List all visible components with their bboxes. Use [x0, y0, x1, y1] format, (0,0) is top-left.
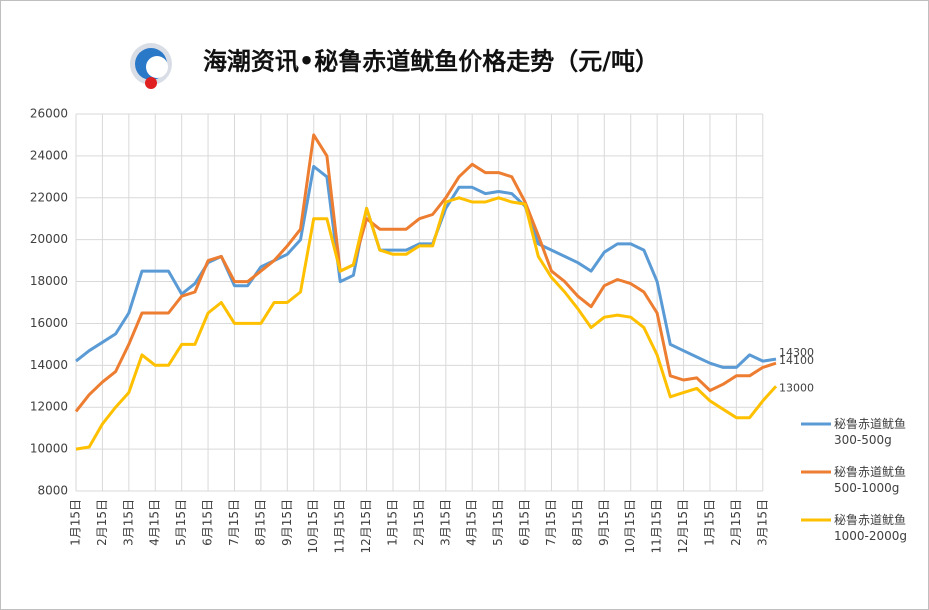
- x-tick-label: 6月15日: [518, 499, 532, 546]
- logo: [130, 43, 172, 89]
- x-tick-label: 6月15日: [201, 499, 215, 546]
- x-tick-label: 4月15日: [465, 499, 479, 546]
- y-tick-label: 26000: [30, 107, 68, 121]
- y-tick-label: 22000: [30, 190, 68, 204]
- x-tick-label: 12月15日: [676, 499, 690, 554]
- end-value-label: 13000: [779, 381, 814, 394]
- x-tick-label: 10月15日: [623, 499, 637, 554]
- x-tick-label: 10月15日: [306, 499, 320, 554]
- y-tick-label: 12000: [30, 400, 68, 414]
- legend-label: 秘鲁赤道鱿鱼 500-1000g: [834, 465, 907, 495]
- x-tick-label: 9月15日: [597, 499, 611, 546]
- y-tick-label: 14000: [30, 358, 68, 372]
- x-tick-label: 9月15日: [280, 499, 294, 546]
- x-tick-label: 1月15日: [385, 499, 399, 546]
- end-value-label: 14300: [779, 346, 814, 359]
- x-tick-label: 12月15日: [359, 499, 373, 554]
- series-line: [75, 164, 777, 369]
- y-tick-label: 8000: [37, 484, 68, 498]
- x-tick-label: 8月15日: [253, 499, 267, 546]
- x-tick-label: 2月15日: [95, 499, 109, 546]
- y-tick-label: 18000: [30, 274, 68, 288]
- x-tick-label: 7月15日: [227, 499, 241, 546]
- x-tick-label: 2月15日: [729, 499, 743, 546]
- x-tick-label: 11月15日: [650, 499, 664, 554]
- legend-label: 秘鲁赤道鱿鱼 300-500g: [834, 417, 907, 447]
- x-tick-label: 2月15日: [412, 499, 426, 546]
- x-tick-label: 3月15日: [755, 499, 769, 546]
- chart-title: 海潮资讯•秘鲁赤道鱿鱼价格走势（元/吨）: [203, 47, 659, 76]
- x-tick-label: 7月15日: [544, 499, 558, 546]
- y-tick-label: 20000: [30, 232, 68, 246]
- x-tick-label: 8月15日: [570, 499, 584, 546]
- x-tick-label: 3月15日: [121, 499, 135, 546]
- y-tick-label: 24000: [30, 148, 68, 162]
- legend-label: 秘鲁赤道鱿鱼 1000-2000g: [834, 513, 908, 543]
- x-tick-label: 4月15日: [148, 499, 162, 546]
- y-tick-label: 10000: [30, 442, 68, 456]
- x-tick-label: 5月15日: [491, 499, 505, 546]
- series-line: [74, 133, 777, 413]
- x-tick-label: 5月15日: [174, 499, 188, 546]
- x-tick-label: 11月15日: [333, 499, 347, 554]
- series-line: [75, 196, 778, 451]
- y-tick-label: 16000: [30, 316, 68, 330]
- x-tick-label: 1月15日: [702, 499, 716, 546]
- x-tick-label: 3月15日: [438, 499, 452, 546]
- x-tick-label: 1月15日: [69, 499, 83, 546]
- end-value-label: 14100: [779, 354, 814, 367]
